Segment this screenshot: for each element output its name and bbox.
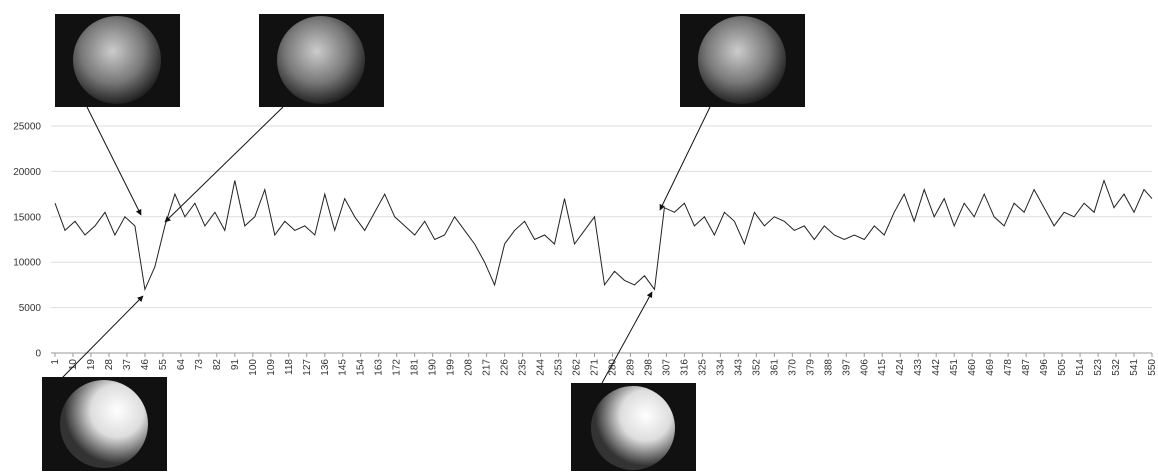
x-tick-label: 55 — [158, 359, 169, 371]
x-tick-label: 334 — [715, 359, 726, 376]
x-tick-label: 388 — [823, 359, 834, 376]
x-tick-label: 217 — [482, 359, 493, 376]
x-tick-label: 280 — [607, 359, 618, 376]
arrow — [164, 106, 284, 223]
x-tick-label: 325 — [697, 359, 708, 376]
x-tick-label: 73 — [194, 359, 205, 371]
thumbnail-view — [698, 16, 786, 104]
x-tick-label: 253 — [554, 359, 565, 376]
x-tick-label: 226 — [500, 359, 511, 376]
thumbnail-view — [60, 380, 148, 468]
arrow — [86, 106, 142, 216]
x-tick-label: 127 — [302, 359, 313, 376]
x-tick-label: 271 — [590, 359, 601, 376]
x-tick-label: 82 — [212, 359, 223, 371]
x-tick-label: 46 — [140, 359, 151, 371]
x-tick-label: 1 — [50, 359, 61, 365]
x-tick-label: 208 — [464, 359, 475, 376]
x-tick-label: 415 — [877, 359, 888, 376]
x-tick-label: 352 — [751, 359, 762, 376]
thumbnail-view — [591, 386, 675, 470]
y-tick-label: 20000 — [13, 167, 41, 178]
x-tick-label: 442 — [931, 359, 942, 376]
x-tick-label: 487 — [1021, 359, 1032, 376]
x-tick-label: 505 — [1057, 359, 1068, 376]
arrow — [61, 295, 144, 379]
x-tick-label: 469 — [985, 359, 996, 376]
x-tick-label: 478 — [1003, 359, 1014, 376]
x-tick-label: 244 — [536, 359, 547, 376]
x-tick-label: 100 — [248, 359, 259, 376]
arrow — [659, 106, 711, 211]
x-tick-label: 190 — [428, 359, 439, 376]
x-tick-label: 550 — [1147, 359, 1158, 376]
x-tick-label: 145 — [338, 359, 349, 376]
x-tick-label: 289 — [625, 359, 636, 376]
arrows — [61, 106, 711, 384]
x-tick-label: 523 — [1093, 359, 1104, 376]
x-tick-label: 541 — [1129, 359, 1140, 376]
x-tick-label: 235 — [518, 359, 529, 376]
x-tick-label: 199 — [446, 359, 457, 376]
y-tick-label: 0 — [35, 349, 41, 360]
x-tick-label: 370 — [787, 359, 798, 376]
x-tick-label: 460 — [967, 359, 978, 376]
x-tick-label: 379 — [805, 359, 816, 376]
data-line — [54, 178, 1153, 292]
x-tick-label: 343 — [733, 359, 744, 376]
arrow — [601, 291, 653, 384]
y-tick-label: 5000 — [19, 303, 42, 314]
x-tick-label: 91 — [230, 359, 241, 371]
x-tick-label: 514 — [1075, 359, 1086, 376]
thumbnail-view — [73, 16, 161, 104]
x-tick-label: 19 — [86, 359, 97, 371]
thumbnails — [42, 14, 805, 471]
x-tick-label: 424 — [895, 359, 906, 376]
x-tick-label: 496 — [1039, 359, 1050, 376]
x-tick-label: 154 — [356, 359, 367, 376]
x-tick-label: 172 — [392, 359, 403, 376]
x-tick-label: 109 — [266, 359, 277, 376]
plot-area: 0 5000 10000 15000 20000 25000 1 10 19 28 37 46 55 64… — [13, 122, 1158, 376]
x-tick-label: 118 — [284, 359, 295, 375]
x-tick-label: 451 — [949, 359, 960, 376]
x-tick-label: 316 — [679, 359, 690, 376]
x-tick-label: 64 — [176, 359, 187, 371]
x-tick-label: 532 — [1111, 359, 1122, 376]
x-tick-label: 28 — [104, 359, 115, 371]
x-tick-label: 298 — [643, 359, 654, 376]
x-tick-label: 433 — [913, 359, 924, 376]
x-tick-label: 37 — [122, 359, 133, 371]
x-tick-label: 136 — [320, 359, 331, 376]
y-tick-label: 25000 — [13, 122, 41, 133]
x-tick-label: 406 — [859, 359, 870, 376]
y-tick-label: 10000 — [13, 258, 41, 269]
x-tick-label: 163 — [374, 359, 385, 376]
thumbnail-view — [277, 16, 365, 104]
x-tick-label: 397 — [841, 359, 852, 376]
x-tick-label: 361 — [769, 359, 780, 376]
x-tick-label: 181 — [410, 359, 421, 376]
y-tick-label: 15000 — [13, 212, 41, 223]
x-tick-label: 307 — [661, 359, 672, 376]
x-tick-label: 10 — [68, 359, 79, 371]
x-tick-label: 262 — [572, 359, 583, 376]
